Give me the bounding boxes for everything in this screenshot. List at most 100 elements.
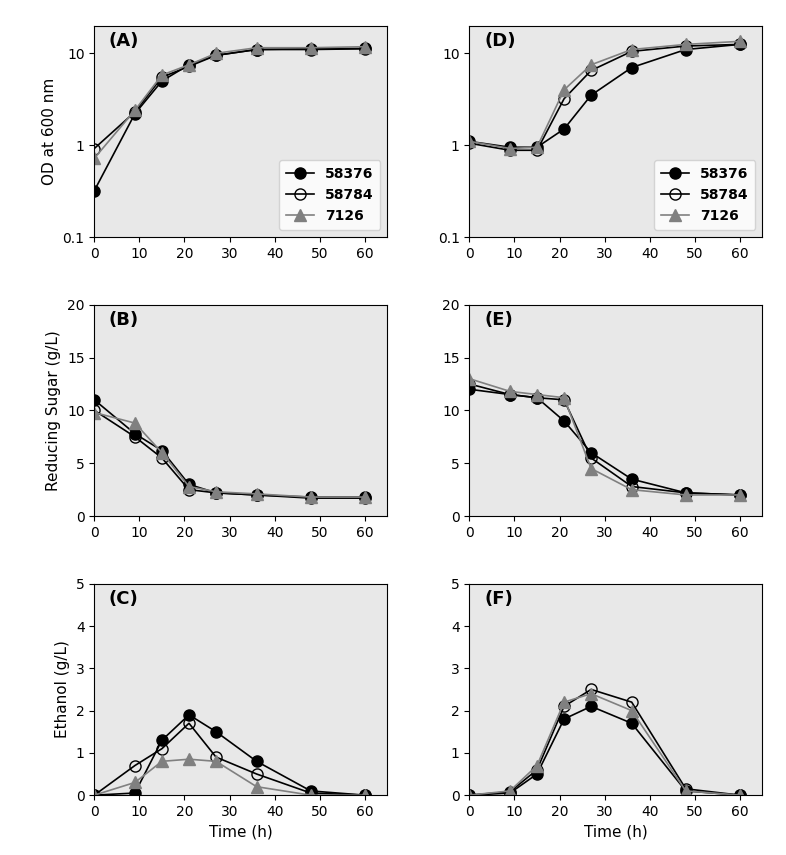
- 7126: [90, 407, 99, 417]
- 58784: [130, 107, 140, 117]
- 58784: [360, 44, 369, 54]
- Text: (E): (E): [484, 311, 512, 329]
- Y-axis label: OD at 600 nm: OD at 600 nm: [42, 78, 57, 185]
- 7126: [586, 463, 596, 474]
- 7126: [735, 36, 744, 46]
- 58376: [252, 44, 261, 55]
- 7126: [211, 48, 221, 58]
- 58784: [681, 41, 690, 51]
- 58376: [465, 136, 474, 146]
- 7126: [306, 43, 315, 53]
- Legend: 58376, 58784, 7126: 58376, 58784, 7126: [654, 161, 755, 230]
- 58784: [184, 718, 193, 728]
- 58784: [586, 684, 596, 694]
- 58376: [306, 492, 315, 502]
- 7126: [130, 777, 140, 787]
- 58784: [627, 46, 637, 56]
- 58376: [627, 62, 637, 73]
- 58376: [681, 487, 690, 498]
- Text: (D): (D): [484, 32, 516, 50]
- 7126: [505, 386, 515, 397]
- 58376: [681, 786, 690, 796]
- 58376: [90, 186, 99, 196]
- 58376: [130, 788, 140, 799]
- X-axis label: Time (h): Time (h): [209, 824, 273, 840]
- Legend: 58376, 58784, 7126: 58376, 58784, 7126: [279, 161, 380, 230]
- 58784: [184, 485, 193, 495]
- 58376: [735, 39, 744, 50]
- 7126: [90, 790, 99, 800]
- 7126: [306, 492, 315, 502]
- 58784: [90, 144, 99, 154]
- 7126: [681, 786, 690, 796]
- 58784: [627, 697, 637, 707]
- Line: 58376: 58376: [89, 43, 370, 196]
- 7126: [681, 490, 690, 500]
- 7126: [532, 142, 542, 152]
- 58784: [360, 790, 369, 800]
- 58376: [211, 487, 221, 498]
- 7126: [211, 486, 221, 497]
- 7126: [157, 756, 167, 766]
- Line: 58784: 58784: [464, 379, 745, 500]
- 58376: [560, 124, 569, 134]
- 58784: [586, 65, 596, 75]
- 58784: [465, 379, 474, 389]
- 58376: [90, 790, 99, 800]
- Line: 7126: 7126: [89, 41, 370, 164]
- 58376: [532, 392, 542, 403]
- 7126: [532, 389, 542, 399]
- 7126: [184, 754, 193, 764]
- 58376: [465, 384, 474, 394]
- Line: 58376: 58376: [89, 710, 370, 800]
- 7126: [360, 42, 369, 52]
- 7126: [157, 70, 167, 80]
- Y-axis label: Ethanol (g/L): Ethanol (g/L): [55, 640, 70, 739]
- 58784: [157, 744, 167, 754]
- Line: 7126: 7126: [89, 407, 370, 503]
- 58784: [306, 788, 315, 799]
- 58784: [211, 487, 221, 498]
- 58376: [306, 786, 315, 796]
- 58376: [130, 428, 140, 439]
- 58784: [211, 752, 221, 762]
- 7126: [735, 490, 744, 500]
- 7126: [252, 489, 261, 499]
- Text: (A): (A): [109, 32, 139, 50]
- 58784: [157, 72, 167, 82]
- 7126: [627, 485, 637, 495]
- 58784: [735, 490, 744, 500]
- 58784: [90, 405, 99, 416]
- Text: (B): (B): [109, 311, 139, 329]
- 58784: [532, 392, 542, 403]
- 58376: [157, 735, 167, 746]
- 7126: [627, 705, 637, 716]
- 58376: [211, 50, 221, 61]
- 58784: [681, 784, 690, 794]
- 58376: [360, 790, 369, 800]
- 58784: [306, 493, 315, 504]
- Line: 58784: 58784: [89, 44, 370, 154]
- 7126: [735, 790, 744, 800]
- Line: 58784: 58784: [464, 684, 745, 800]
- 58784: [735, 39, 744, 50]
- 58784: [184, 62, 193, 72]
- 58376: [184, 710, 193, 720]
- 58376: [560, 416, 569, 426]
- 58784: [465, 790, 474, 800]
- 58376: [505, 788, 515, 799]
- 7126: [532, 760, 542, 770]
- 7126: [184, 481, 193, 492]
- 58784: [157, 453, 167, 463]
- Line: 7126: 7126: [464, 36, 745, 154]
- 7126: [130, 418, 140, 428]
- 58784: [735, 790, 744, 800]
- 58376: [130, 109, 140, 119]
- 58376: [586, 90, 596, 100]
- 7126: [360, 492, 369, 502]
- Text: (F): (F): [484, 590, 512, 608]
- 58376: [360, 492, 369, 502]
- 7126: [465, 790, 474, 800]
- 58784: [505, 145, 515, 156]
- 58784: [130, 432, 140, 442]
